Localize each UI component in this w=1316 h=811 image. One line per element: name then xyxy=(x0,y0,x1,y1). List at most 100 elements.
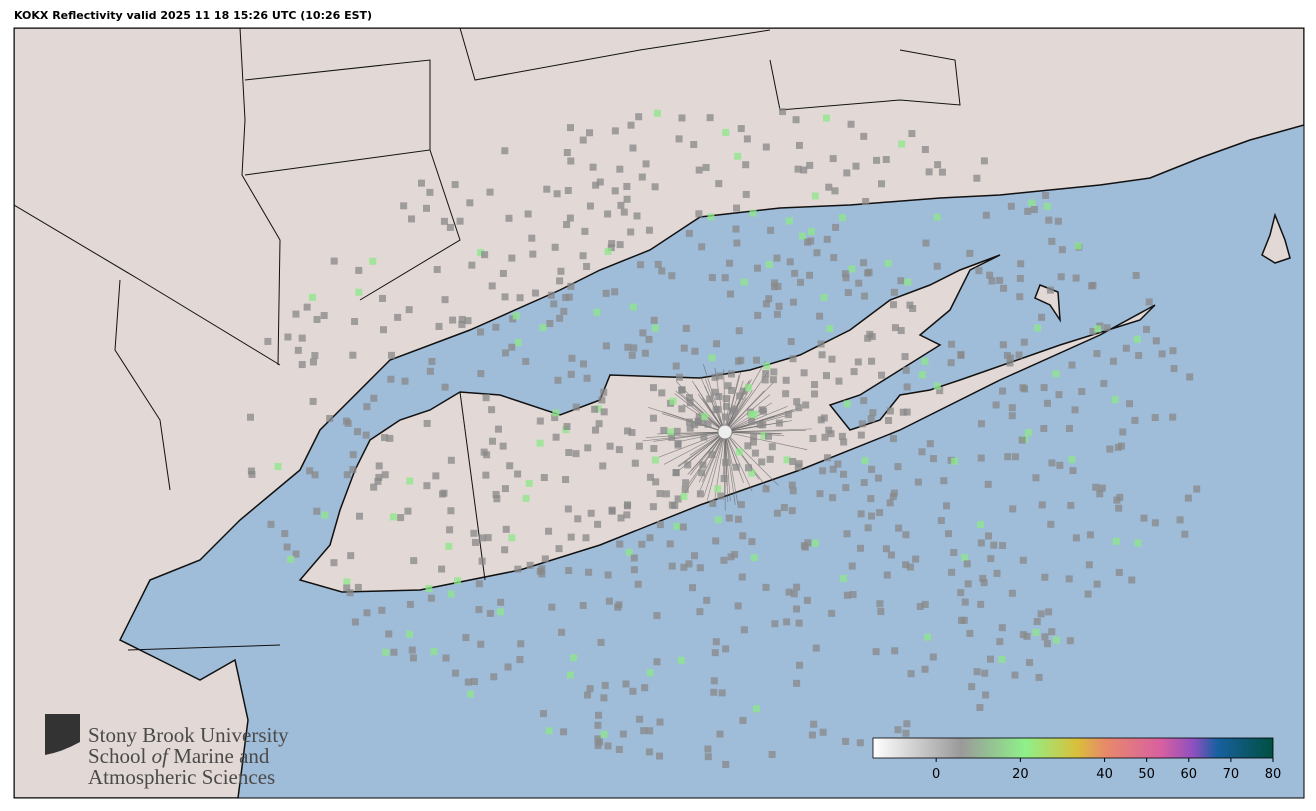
radar-echo xyxy=(868,512,876,520)
radar-echo xyxy=(728,386,736,394)
radar-echo xyxy=(1065,424,1073,432)
radar-echo xyxy=(382,648,390,656)
radar-echo xyxy=(731,551,739,559)
radar-echo xyxy=(791,269,799,277)
radar-echo xyxy=(627,228,635,236)
radar-echo xyxy=(426,188,434,196)
radar-echo xyxy=(857,431,865,439)
radar-echo xyxy=(779,108,787,116)
radar-echo xyxy=(861,457,869,465)
radar-echo xyxy=(313,507,321,515)
radar-echo xyxy=(458,315,466,323)
radar-echo xyxy=(470,678,478,686)
radar-echo xyxy=(727,553,735,561)
radar-echo xyxy=(446,223,454,231)
radar-echo xyxy=(611,187,619,195)
radar-echo xyxy=(1151,519,1159,527)
radar-echo xyxy=(686,418,694,426)
radar-echo xyxy=(782,390,790,398)
logo-line: Atmospheric Sciences xyxy=(88,765,275,789)
radar-echo xyxy=(447,456,455,464)
radar-echo xyxy=(294,346,302,354)
radar-echo xyxy=(864,334,872,342)
radar-echo xyxy=(722,760,730,768)
radar-echo xyxy=(267,520,275,528)
radar-echo xyxy=(678,114,686,122)
radar-echo xyxy=(492,323,500,331)
radar-echo xyxy=(838,432,846,440)
radar-echo xyxy=(1026,659,1034,667)
radar-ray xyxy=(702,363,726,433)
radar-echo xyxy=(405,630,413,638)
radar-echo xyxy=(1089,327,1097,335)
radar-echo xyxy=(531,289,539,297)
radar-echo xyxy=(1028,199,1036,207)
radar-echo xyxy=(572,403,580,411)
radar-echo xyxy=(1033,618,1041,626)
radar-echo xyxy=(742,190,750,198)
radar-echo xyxy=(1158,350,1166,358)
radar-echo xyxy=(630,554,638,562)
radar-echo xyxy=(794,165,802,173)
radar-echo xyxy=(735,357,743,365)
radar-echo xyxy=(629,687,637,695)
radar-echo xyxy=(873,156,881,164)
radar-echo xyxy=(1096,490,1104,498)
radar-echo xyxy=(604,571,612,579)
radar-echo xyxy=(788,507,796,515)
map xyxy=(14,28,1304,798)
radar-echo xyxy=(551,243,559,251)
radar-echo xyxy=(912,555,920,563)
radar-echo xyxy=(739,716,747,724)
colorbar-tick-label: 40 xyxy=(1096,767,1113,782)
radar-echo xyxy=(739,532,747,540)
radar-echo xyxy=(858,420,866,428)
radar-echo xyxy=(378,294,386,302)
radar-echo xyxy=(440,217,448,225)
radar-echo xyxy=(979,574,987,582)
radar-echo xyxy=(466,199,474,207)
radar-ray xyxy=(724,371,769,433)
radar-echo xyxy=(514,338,522,346)
radar-echo xyxy=(828,609,836,617)
radar-echo xyxy=(1019,631,1027,639)
radar-echo xyxy=(884,259,892,267)
radar-echo xyxy=(783,456,791,464)
radar-echo xyxy=(708,354,716,362)
radar-echo xyxy=(525,479,533,487)
radar-echo xyxy=(868,465,876,473)
map-frame xyxy=(13,27,1305,799)
radar-ray xyxy=(722,431,726,478)
radar-echo xyxy=(591,405,599,413)
radar-echo xyxy=(977,454,985,462)
radar-echo xyxy=(921,357,929,365)
radar-echo xyxy=(1169,347,1177,355)
radar-echo xyxy=(787,338,795,346)
radar-echo xyxy=(886,407,894,415)
radar-echo xyxy=(656,490,664,498)
radar-echo xyxy=(508,343,516,351)
radar-echo xyxy=(330,559,338,567)
radar-echo xyxy=(775,419,783,427)
radar-echo xyxy=(700,433,708,441)
radar-echo xyxy=(1048,459,1056,467)
radar-echo xyxy=(386,434,394,442)
radar-echo xyxy=(1133,335,1141,343)
radar-echo xyxy=(566,124,574,132)
radar-echo xyxy=(1043,202,1051,210)
radar-echo xyxy=(646,473,654,481)
radar-echo xyxy=(940,477,948,485)
radar-echo xyxy=(1151,414,1159,422)
radar-echo xyxy=(722,128,730,136)
radar-echo xyxy=(608,240,616,248)
colorbar-tick-label: 60 xyxy=(1181,767,1198,782)
radar-echo xyxy=(563,149,571,157)
radar-echo xyxy=(961,598,969,606)
radar-echo xyxy=(1057,273,1065,281)
radar-echo xyxy=(562,294,570,302)
radar-echo xyxy=(246,413,254,421)
radar-echo xyxy=(1170,365,1178,373)
radar-echo xyxy=(811,539,819,547)
radar-echo xyxy=(750,438,758,446)
